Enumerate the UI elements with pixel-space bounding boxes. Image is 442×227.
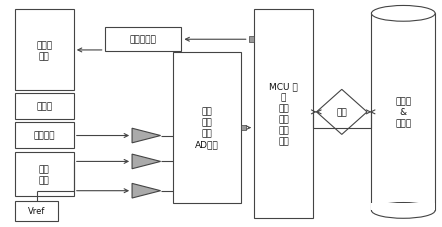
- Bar: [105, 28, 182, 52]
- Polygon shape: [316, 90, 367, 135]
- Text: 导冷块: 导冷块: [36, 102, 52, 111]
- Text: 计算机
&
数据库: 计算机 & 数据库: [395, 97, 412, 128]
- Text: 温度
采样: 温度 采样: [39, 165, 50, 185]
- Text: 通信: 通信: [336, 108, 347, 117]
- Bar: [15, 201, 58, 221]
- Text: Vref: Vref: [28, 207, 45, 215]
- Polygon shape: [132, 184, 160, 198]
- Text: 热激发驱动: 热激发驱动: [130, 36, 156, 44]
- Bar: [249, 37, 254, 43]
- Text: 热激发
装置: 热激发 装置: [36, 41, 52, 61]
- Bar: [241, 125, 246, 131]
- Bar: [15, 93, 74, 119]
- Bar: [254, 10, 313, 218]
- Bar: [15, 10, 74, 91]
- Bar: [371, 14, 435, 210]
- Polygon shape: [132, 154, 160, 169]
- Bar: [15, 123, 74, 148]
- Text: MCU 模
块
控制
软件
算法
接口: MCU 模 块 控制 软件 算法 接口: [269, 82, 298, 146]
- Bar: [15, 153, 74, 196]
- Ellipse shape: [371, 6, 435, 22]
- Polygon shape: [132, 129, 160, 143]
- Bar: [173, 53, 241, 203]
- Ellipse shape: [371, 203, 435, 218]
- Text: 前端
信号
处理
AD转换: 前端 信号 处理 AD转换: [195, 107, 219, 149]
- Bar: [371, 203, 435, 210]
- Text: 温度监测: 温度监测: [34, 131, 55, 140]
